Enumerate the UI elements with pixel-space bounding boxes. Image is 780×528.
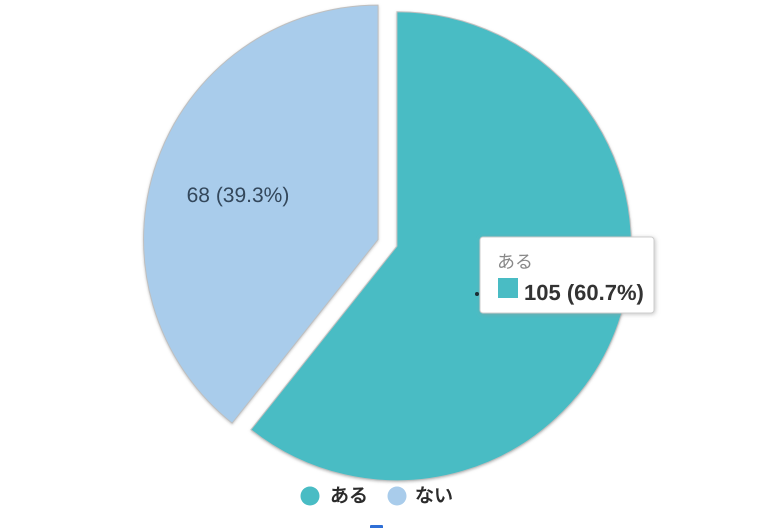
svg-text:ある: ある: [330, 486, 368, 507]
svg-text:105 (60.7%): 105 (60.7%): [524, 280, 644, 305]
svg-text:68 (39.3%): 68 (39.3%): [187, 184, 290, 207]
svg-text:ない: ない: [415, 486, 453, 507]
svg-text:ある: ある: [497, 252, 533, 272]
